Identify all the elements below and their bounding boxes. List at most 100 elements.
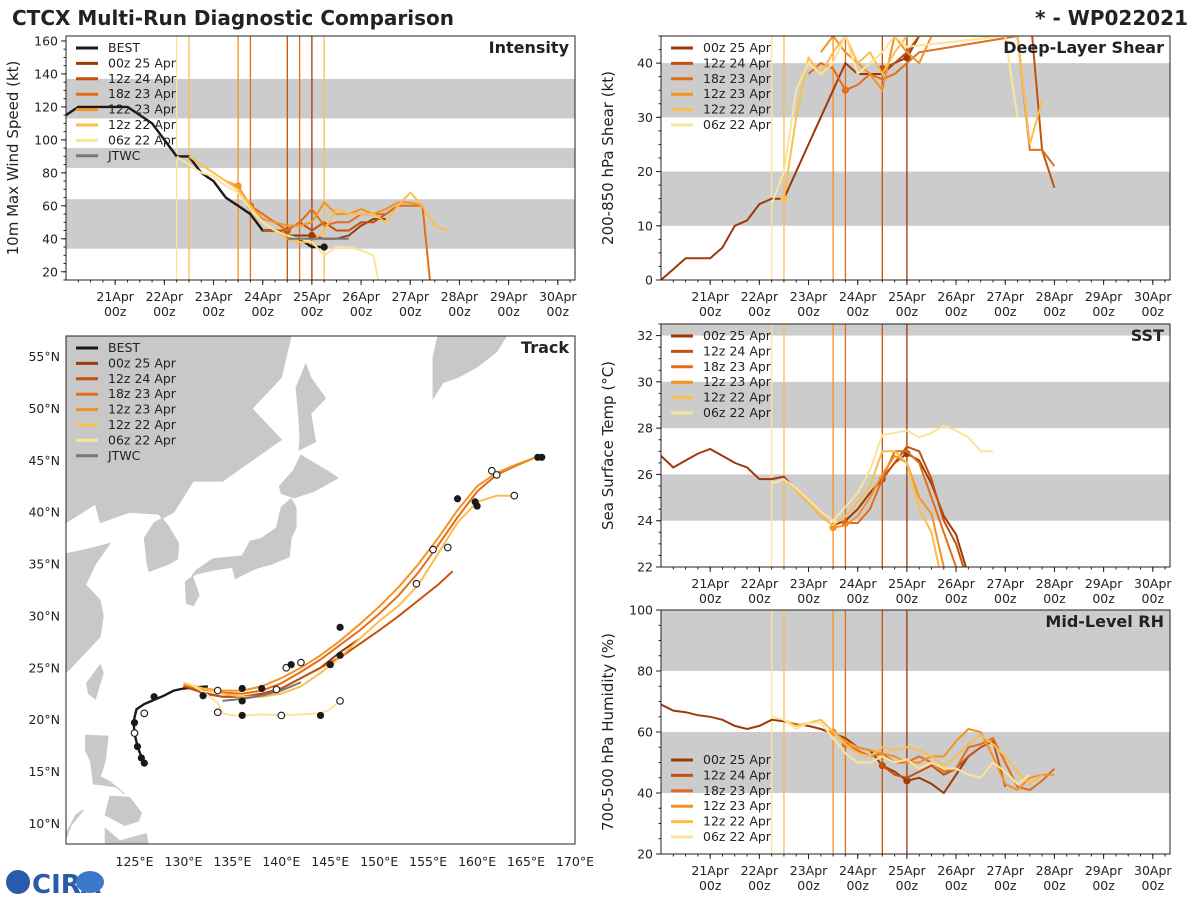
- y-tick-label: 20: [637, 164, 653, 179]
- x-tick-label: 22Apr: [741, 863, 779, 878]
- x-tick-label: 00z: [350, 304, 373, 319]
- series-marker: [320, 243, 328, 251]
- y-tick-label: 20: [42, 264, 58, 279]
- x-tick-label: 28Apr: [441, 289, 479, 304]
- x-tick-label: 00z: [994, 591, 1017, 606]
- y-tick-label: 45°N: [28, 453, 60, 468]
- legend-label: 12z 23 Apr: [703, 86, 772, 101]
- legend-label: 00z 25 Apr: [703, 40, 772, 55]
- y-tick-label: 60: [42, 198, 58, 213]
- x-tick-label: 28Apr: [1036, 576, 1074, 591]
- x-tick-label: 155°E: [409, 854, 447, 869]
- y-axis-label: 700-500 hPa Humidity (%): [599, 633, 617, 831]
- x-tick-label: 26Apr: [342, 289, 380, 304]
- cira-logo: CIRA: [6, 870, 104, 900]
- band: [661, 610, 1170, 671]
- x-tick-label: 26Apr: [937, 289, 975, 304]
- x-tick-label: 00z: [497, 304, 520, 319]
- series-line: [771, 424, 993, 523]
- track-marker-filled: [316, 711, 325, 720]
- x-tick-label: 125°E: [116, 854, 154, 869]
- x-tick-label: 00z: [1092, 878, 1115, 893]
- legend-label: 12z 23 Apr: [703, 374, 772, 389]
- legend-label: 18z 23 Apr: [703, 71, 772, 86]
- band: [661, 324, 1170, 336]
- series-marker: [308, 231, 316, 240]
- x-tick-label: 00z: [1142, 304, 1165, 319]
- y-tick-label: 140: [34, 66, 58, 81]
- track-marker-filled: [238, 711, 246, 720]
- land: [295, 362, 327, 451]
- x-tick-label: 00z: [301, 304, 324, 319]
- x-tick-label: 26Apr: [937, 863, 975, 878]
- track-marker-open: [429, 545, 437, 554]
- series-line: [881, 36, 1056, 189]
- x-tick-label: 29Apr: [1085, 289, 1123, 304]
- x-tick-label: 00z: [699, 591, 722, 606]
- x-tick-label: 00z: [699, 878, 722, 893]
- legend-label: 12z 24 Apr: [703, 55, 772, 70]
- x-tick-label: 130°E: [164, 854, 202, 869]
- track-marker-open: [140, 709, 149, 718]
- y-tick-label: 10: [637, 218, 653, 233]
- track-marker-open: [272, 685, 281, 694]
- legend-label: 06z 22 Apr: [703, 829, 772, 844]
- x-tick-label: 00z: [1043, 878, 1066, 893]
- track-marker-open: [213, 708, 222, 717]
- series-line: [881, 445, 965, 567]
- x-tick-label: 00z: [896, 591, 919, 606]
- y-tick-label: 100: [34, 132, 58, 147]
- track-marker-open: [130, 729, 139, 737]
- y-tick-label: 10°N: [28, 816, 60, 831]
- x-tick-label: 27Apr: [391, 289, 429, 304]
- track-marker-filled: [336, 651, 344, 659]
- x-tick-label: 25Apr: [888, 289, 926, 304]
- track-marker-filled: [258, 684, 266, 693]
- legend-label: 00z 25 Apr: [108, 55, 177, 70]
- band: [661, 63, 1170, 118]
- x-tick-label: 00z: [1092, 591, 1115, 606]
- track-marker-filled: [199, 692, 207, 700]
- track-marker-open: [510, 491, 519, 500]
- x-tick-label: 29Apr: [1085, 863, 1123, 878]
- series-line: [845, 450, 958, 567]
- x-tick-label: 00z: [797, 591, 820, 606]
- y-tick-label: 50°N: [28, 401, 60, 416]
- legend-label: 12z 24 Apr: [108, 371, 177, 386]
- legend-label: 06z 22 Apr: [703, 117, 772, 132]
- x-tick-label: 00z: [945, 591, 968, 606]
- series-line: [881, 739, 1007, 788]
- series-line: [188, 155, 448, 244]
- x-tick-label: 30Apr: [1134, 289, 1172, 304]
- y-tick-label: 160: [34, 33, 58, 48]
- track-marker-filled: [133, 742, 142, 751]
- series-line: [832, 454, 945, 567]
- x-tick-label: 00z: [1142, 591, 1165, 606]
- x-tick-label: 00z: [797, 304, 820, 319]
- series-line: [661, 703, 970, 795]
- x-tick-label: 00z: [896, 304, 919, 319]
- x-tick-label: 140°E: [262, 854, 300, 869]
- x-tick-label: 22Apr: [741, 576, 779, 591]
- track-marker-open: [487, 466, 496, 475]
- x-tick-label: 24Apr: [839, 863, 877, 878]
- land: [432, 336, 508, 400]
- track-line: [222, 681, 302, 702]
- track-marker-filled: [326, 661, 334, 669]
- track-marker-filled: [287, 661, 295, 669]
- panel-track: 125°E 130°E 135°E 140°E 145°E 150°E 155°E 160°E…: [28, 335, 594, 869]
- x-tick-label: 30Apr: [539, 289, 577, 304]
- figure-title: CTCX Multi-Run Diagnostic Comparison: [12, 6, 454, 30]
- x-tick-label: 00z: [797, 878, 820, 893]
- legend-label: 06z 22 Apr: [108, 132, 177, 147]
- x-tick-label: 00z: [251, 304, 274, 319]
- x-tick-label: 23Apr: [790, 576, 828, 591]
- x-tick-label: 00z: [699, 304, 722, 319]
- series-line: [832, 727, 1055, 792]
- land: [86, 663, 104, 700]
- land: [66, 542, 112, 674]
- band: [66, 78, 575, 119]
- x-tick-label: 00z: [448, 304, 471, 319]
- x-tick-label: 160°E: [458, 854, 496, 869]
- x-tick-label: 00z: [846, 878, 869, 893]
